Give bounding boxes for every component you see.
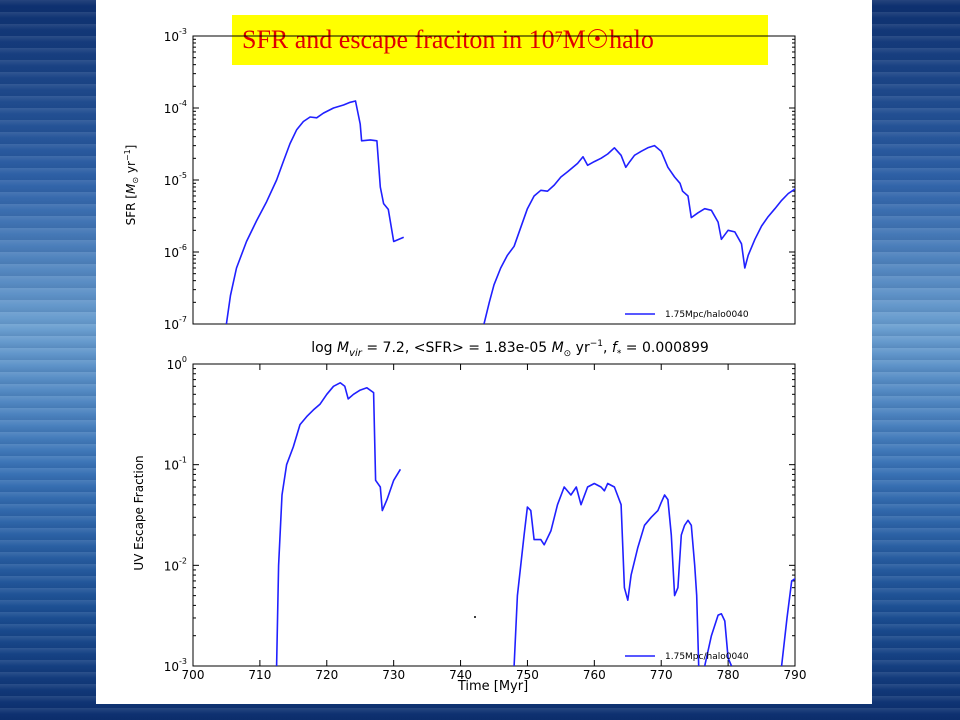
sfr-series-line bbox=[225, 100, 405, 324]
escape-x-tick-label: 720 bbox=[315, 668, 338, 682]
escape-series-line bbox=[275, 382, 402, 666]
sfr-y-tick-label: 10-4 bbox=[164, 99, 187, 116]
stray-dot bbox=[474, 616, 476, 618]
escape-axes-box bbox=[192, 363, 796, 667]
escape-series-line bbox=[513, 482, 700, 666]
sfr-y-tick-label: 10-6 bbox=[164, 243, 187, 260]
escape-series-line bbox=[780, 577, 795, 666]
escape-x-tick-label: 780 bbox=[717, 668, 740, 682]
slide-title: SFR and escape fraciton in 10 7 M☉halo bbox=[232, 15, 768, 65]
escape-y-tick-label: 10-3 bbox=[164, 657, 187, 674]
sfr-series-line bbox=[483, 144, 795, 324]
escape-legend-label: 1.75Mpc/halo0040 bbox=[665, 652, 749, 662]
sfr-legend-label: 1.75Mpc/halo0040 bbox=[665, 310, 749, 320]
sfr-plot-frame: 10-7 10-6 10-5 10-4 10-3 1.75Mpc/halo0040 bbox=[164, 27, 796, 332]
escape-y-tick-label: 100 bbox=[167, 355, 187, 372]
escape-x-tick-label: 750 bbox=[516, 668, 539, 682]
escape-x-tick-label: 770 bbox=[650, 668, 673, 682]
escape-x-tick-label: 740 bbox=[449, 668, 472, 682]
figure-panel bbox=[96, 0, 872, 704]
sfr-axes-box bbox=[192, 35, 796, 325]
title-suffix: M☉halo bbox=[562, 25, 654, 54]
escape-x-tick-label: 710 bbox=[248, 668, 271, 682]
sfr-y-axis-label: SFR [M⊙ yr−1] bbox=[123, 145, 140, 226]
escape-plot-frame: 10-3 10-2 10-1 100 700 710 720 730 740 750 760 770 7… bbox=[164, 355, 807, 682]
summary-text: log Mvir = 7.2, <SFR> = 1.83e-05 M⊙ yr−1… bbox=[311, 339, 709, 359]
sfr-y-tick-label: 10-7 bbox=[164, 315, 187, 332]
escape-y-axis-label: UV Escape Fraction bbox=[132, 455, 146, 570]
x-axis-label: Time [Myr] bbox=[457, 679, 528, 694]
escape-x-tick-label: 700 bbox=[182, 668, 205, 682]
title-text: SFR and escape fraciton in 10 bbox=[242, 25, 555, 54]
escape-x-tick-label: 760 bbox=[583, 668, 606, 682]
escape-y-tick-label: 10-2 bbox=[164, 556, 187, 573]
sfr-y-tick-label: 10-5 bbox=[164, 171, 187, 188]
escape-y-tick-label: 10-1 bbox=[164, 456, 187, 473]
sfr-y-tick-label: 10-3 bbox=[164, 27, 187, 44]
escape-x-tick-label: 790 bbox=[784, 668, 807, 682]
escape-x-tick-label: 730 bbox=[382, 668, 405, 682]
escape-series-line bbox=[703, 613, 733, 666]
